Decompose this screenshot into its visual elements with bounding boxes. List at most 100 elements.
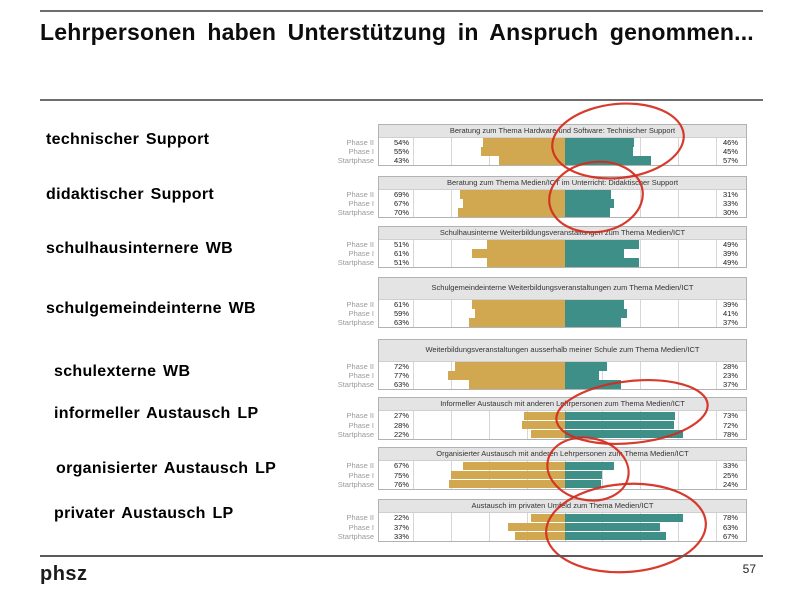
category-labels-5: Phase II Phase I Startphase [280, 411, 374, 439]
left-bar [481, 147, 565, 156]
category-labels-0: Phase II Phase I Startphase [280, 138, 374, 165]
bar-row [413, 199, 716, 208]
chart-title-band: Informeller Austausch mit anderen Lehrpe… [379, 398, 746, 411]
right-bar [564, 156, 651, 165]
chart-panel-3: Schulgemeindeinterne Weiterbildungsveran… [378, 277, 747, 328]
right-percent-value: 78% [723, 513, 739, 523]
right-bar [564, 300, 624, 309]
gridline [716, 362, 717, 389]
header-rule-bottom [40, 99, 763, 101]
gridline [716, 240, 717, 267]
left-percent-column: 27% 28% 22% [379, 411, 413, 439]
chart-plot: 51% 61% 51% 49% 39% 49% [379, 240, 746, 267]
gridline [450, 300, 452, 327]
right-bar [564, 258, 639, 267]
category-label: Startphase [337, 318, 374, 327]
bar-area [413, 362, 717, 389]
bar-area [413, 411, 717, 439]
chart-panel-2: Schulhausinterne Weiterbildungsveranstal… [378, 226, 747, 268]
category-labels-6: Phase II Phase I Startphase [280, 461, 374, 489]
bar-row [413, 258, 716, 267]
bar-row [413, 371, 716, 380]
left-bar [472, 300, 565, 309]
category-label: Phase I [348, 147, 374, 156]
left-bar [463, 461, 565, 471]
category-label: Phase I [348, 522, 374, 532]
bar-row [413, 522, 716, 532]
left-bar [450, 470, 565, 480]
chart-title-band: Weiterbildungsveranstaltungen ausserhalb… [379, 340, 746, 362]
right-percent-value: 78% [723, 429, 739, 439]
bar-row [413, 190, 716, 199]
left-percent-column: 72% 77% 63% [379, 362, 413, 389]
gridline [602, 362, 604, 389]
gridline [678, 362, 680, 389]
left-percent-value: 54% [393, 138, 409, 147]
right-percent-value: 33% [723, 461, 739, 471]
gridline [488, 513, 490, 541]
category-label: Startphase [337, 258, 374, 267]
right-bar [564, 190, 612, 199]
category-label: Phase I [348, 470, 374, 480]
bar-row [413, 208, 716, 217]
chart-title-band: Austausch im privaten Umfeld zum Thema M… [379, 500, 746, 513]
bar-rows [413, 138, 716, 165]
right-percent-value: 49% [723, 240, 739, 249]
chart-plot: 67% 75% 76% 33% 25% 24% [379, 461, 746, 489]
right-bar [564, 240, 639, 249]
gridline [678, 300, 680, 327]
chart-title: Weiterbildungsveranstaltungen ausserhalb… [425, 345, 700, 355]
category-label: Phase II [346, 190, 374, 199]
chart-panel-5: Informeller Austausch mit anderen Lehrpe… [378, 397, 747, 440]
gridline [678, 240, 680, 267]
gridline [413, 300, 414, 327]
right-bar [564, 531, 666, 541]
left-bar [522, 420, 565, 430]
bar-row [413, 380, 716, 389]
right-percent-value: 63% [723, 522, 739, 532]
bar-row [413, 429, 716, 439]
chart-title-band: Beratung zum Thema Hardware und Software… [379, 125, 746, 138]
left-percent-value: 51% [393, 240, 409, 249]
right-bar [564, 199, 615, 208]
left-bar [449, 479, 565, 489]
left-percent-value: 77% [393, 371, 409, 380]
left-percent-value: 69% [393, 190, 409, 199]
gridline [450, 190, 452, 217]
bar-row [413, 362, 716, 371]
right-percent-value: 30% [723, 208, 739, 217]
right-bar [564, 208, 610, 217]
bar-rows [413, 411, 716, 439]
left-percent-value: 75% [393, 470, 409, 480]
left-bar [482, 138, 565, 147]
left-percent-value: 70% [393, 208, 409, 217]
chart-title: Organisierter Austausch mit anderen Lehr… [436, 448, 689, 458]
chart-plot: 72% 77% 63% 28% 23% 37% [379, 362, 746, 389]
right-percent-value: 49% [723, 258, 739, 267]
gridline [678, 190, 680, 217]
right-bar [564, 420, 674, 430]
gridline [488, 411, 490, 439]
bar-area [413, 513, 717, 541]
left-bar [469, 318, 565, 327]
left-percent-value: 72% [393, 362, 409, 371]
bar-rows [413, 461, 716, 489]
bar-row [413, 300, 716, 309]
left-percent-value: 33% [393, 531, 409, 541]
header-rule-top [40, 10, 763, 12]
chart-panel-4: Weiterbildungsveranstaltungen ausserhalb… [378, 339, 747, 390]
gridline [413, 461, 414, 489]
category-label: Startphase [337, 156, 374, 165]
left-percent-value: 22% [393, 513, 409, 523]
bar-area [413, 461, 717, 489]
right-bar [564, 362, 607, 371]
chart-title-band: Organisierter Austausch mit anderen Lehr… [379, 448, 746, 461]
right-percent-column: 46% 45% 57% [716, 138, 746, 165]
gridline [640, 461, 642, 489]
right-percent-value: 41% [723, 309, 739, 318]
gridline [450, 513, 452, 541]
category-label: Phase I [348, 199, 374, 208]
gridline [716, 513, 717, 541]
category-labels-3: Phase II Phase I Startphase [280, 300, 374, 327]
category-label: Phase II [346, 138, 374, 147]
